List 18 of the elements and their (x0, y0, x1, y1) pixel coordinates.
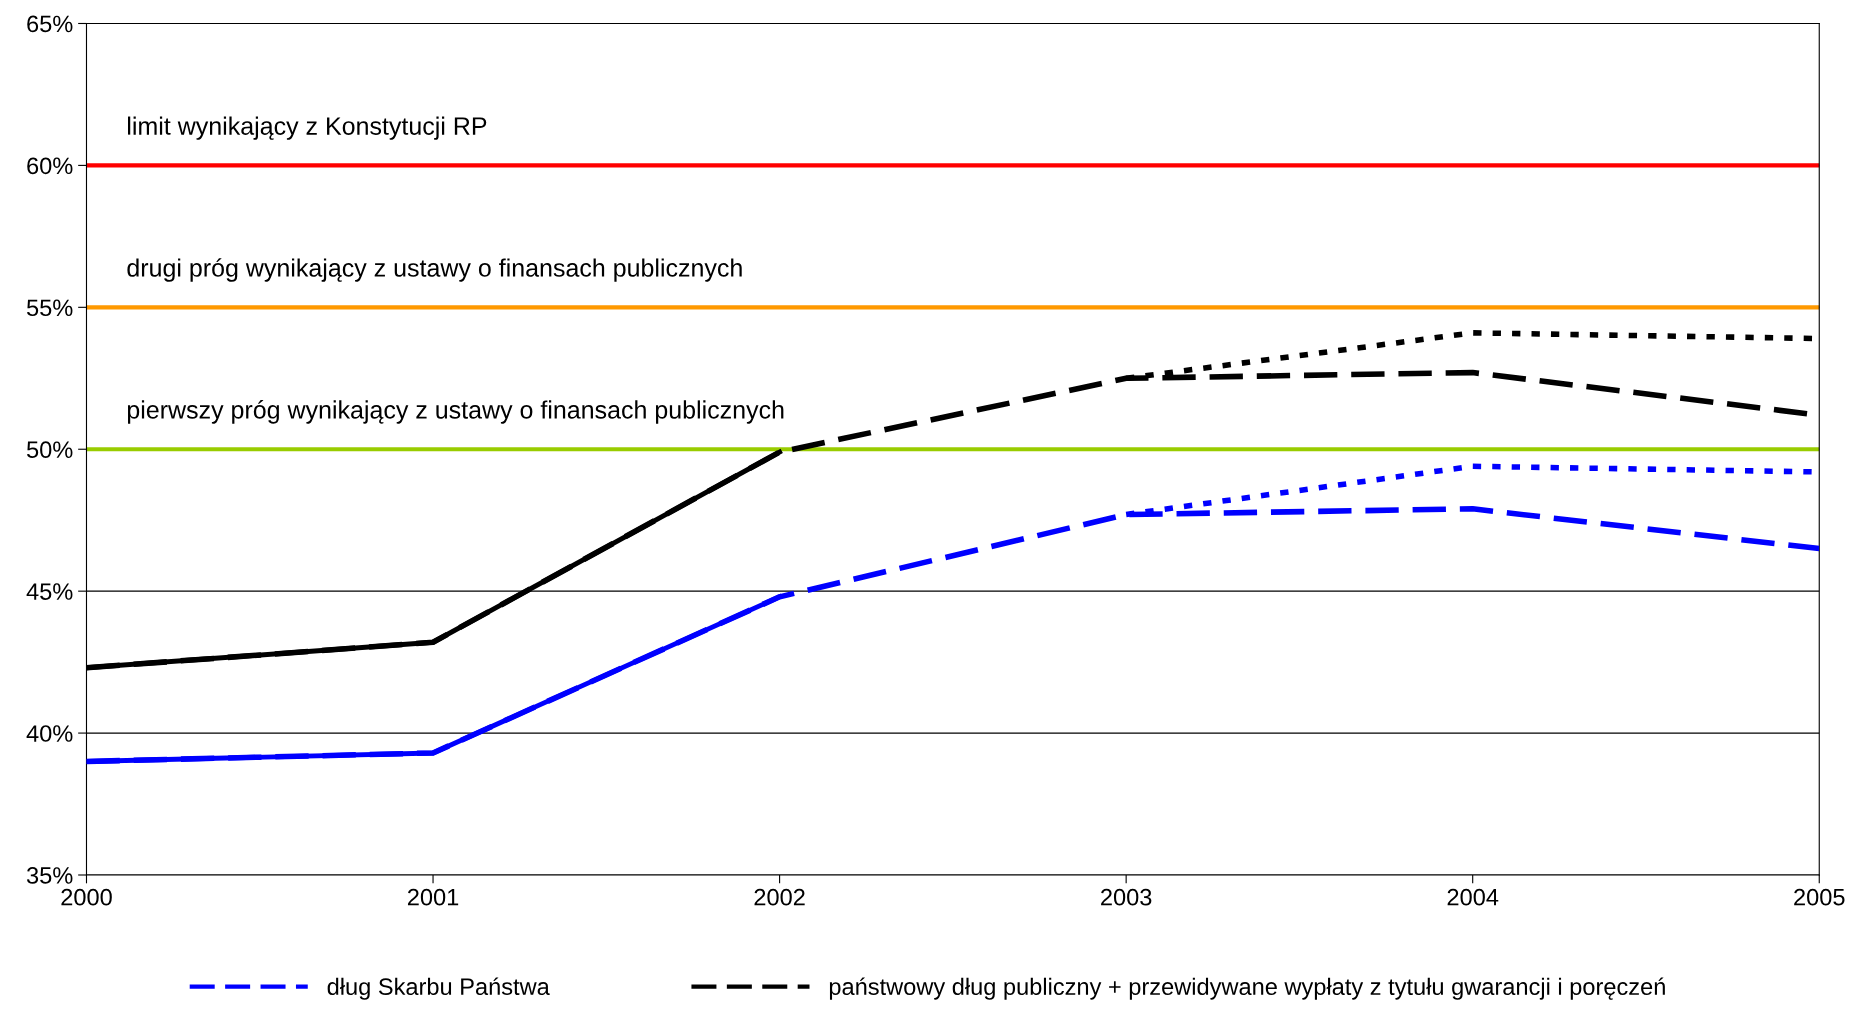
x-tick-label: 2004 (1447, 888, 1499, 906)
y-tick-label: 35% (26, 867, 73, 884)
ref-line-label: pierwszy próg wynikający z ustawy o finansach publicznych (127, 400, 784, 424)
legend-label: dług Skarbu Państwa (327, 977, 550, 1000)
y-tick-label: 40% (26, 725, 73, 742)
x-tick-label: 2003 (1101, 888, 1152, 906)
y-tick-label: 65% (27, 15, 73, 33)
x-tick-label: 2005 (1794, 888, 1845, 906)
x-tick-label: 2001 (407, 888, 459, 906)
y-tick-label: 60% (27, 157, 73, 175)
x-tick-label: 2002 (754, 888, 805, 906)
x-tick-label: 2000 (61, 888, 112, 906)
legend-label: państwowy dług publiczny + przewidywane wypłaty z tytułu gwarancji i poręczeń (829, 977, 1665, 1000)
y-tick-label: 45% (26, 583, 73, 600)
ref-line-label: limit wynikający z Konstytucji RP (128, 116, 487, 140)
y-tick-label: 50% (26, 441, 73, 459)
ref-line-label: drugi próg wynikający z ustawy o finansach publicznych (127, 258, 742, 282)
y-tick-label: 55% (26, 299, 73, 317)
